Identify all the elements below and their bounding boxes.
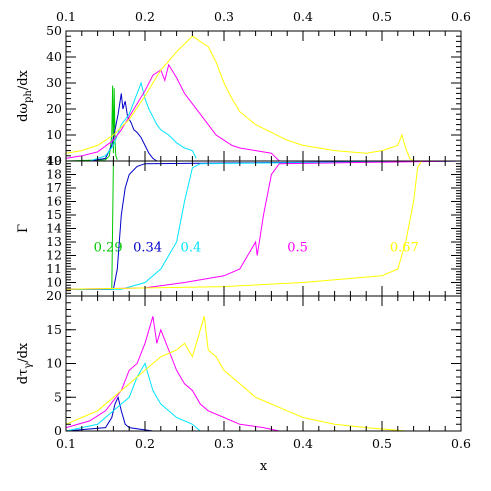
x-tick-label: 0.5: [372, 436, 392, 451]
bottom-y-tick-label: 10: [46, 356, 62, 371]
x-tick-label-top: 0.1: [56, 9, 76, 24]
bottom-series-0: [65, 395, 153, 432]
middle-y-tick-label: 16: [46, 194, 62, 209]
bottom-panel-frame: [65, 295, 462, 432]
middle-panel-frame: [65, 160, 462, 297]
middle-y-axis-label: Γ: [16, 224, 31, 233]
top-series-4: [65, 35, 414, 162]
bottom-series-2: [65, 316, 280, 432]
middle-y-tick-label: 12: [46, 248, 62, 263]
x-tick-label-top: 0.4: [293, 9, 313, 24]
middle-y-tick-label: 10: [46, 275, 62, 290]
x-tick-label-top: 0.2: [135, 9, 155, 24]
top-y-tick-label: 40: [46, 153, 62, 168]
middle-series-4: [65, 160, 461, 290]
x-tick-label-top: 0.3: [214, 9, 234, 24]
middle-y-tick-label: 17: [46, 180, 62, 195]
x-tick-label: 0.6: [451, 436, 471, 451]
bottom-series-3: [65, 316, 406, 432]
x-tick-label: 0.4: [293, 436, 313, 451]
middle-y-tick-label: 20: [46, 288, 62, 303]
top-y-tick-label: 10: [46, 127, 62, 142]
middle-y-tick-label: 18: [46, 167, 62, 182]
middle-curve-label-2: 0.4: [181, 240, 202, 255]
bottom-y-tick-label: 5: [54, 389, 62, 404]
middle-series-1: [66, 160, 462, 290]
top-y-tick-label: 40: [46, 49, 62, 64]
top-panel-frame: [65, 30, 462, 162]
top-series-1: [66, 93, 158, 162]
middle-curve-label-3: 0.5: [287, 240, 308, 255]
top-series-3: [65, 63, 280, 162]
middle-y-tick-label: 11: [46, 261, 62, 276]
top-y-tick-label: 30: [46, 75, 62, 90]
middle-y-tick-label: 19: [46, 153, 62, 168]
top-y-tick-label: 50: [46, 23, 62, 38]
bottom-y-axis-label: dτγ/dx: [16, 342, 34, 384]
middle-y-tick-label: 13: [46, 234, 62, 249]
middle-series-0: [66, 160, 461, 290]
middle-curve-label-0: 0.29: [94, 240, 123, 255]
x-tick-label: 0.1: [56, 436, 76, 451]
x-axis-label: x: [260, 459, 268, 474]
x-tick-label: 0.2: [135, 436, 155, 451]
bottom-series-1: [65, 362, 201, 432]
top-y-tick-label: 20: [46, 101, 62, 116]
bottom-y-tick-label: 15: [46, 322, 62, 337]
middle-y-tick-label: 15: [46, 207, 62, 222]
top-series-2: [66, 81, 197, 162]
x-tick-label: 0.3: [214, 436, 234, 451]
middle-series-2: [66, 160, 462, 290]
middle-curve-label-1: 0.34: [133, 240, 162, 255]
bottom-y-tick-label: 0: [54, 423, 62, 438]
x-tick-label-top: 0.5: [372, 9, 392, 24]
middle-y-tick-label: 14: [46, 221, 62, 236]
middle-curve-label-4: 0.67: [390, 240, 419, 255]
top-series-0: [65, 85, 118, 162]
x-tick-label-top: 0.6: [451, 9, 471, 24]
top-y-axis-label: dωph/dx: [16, 69, 34, 121]
middle-series-3: [65, 160, 462, 290]
